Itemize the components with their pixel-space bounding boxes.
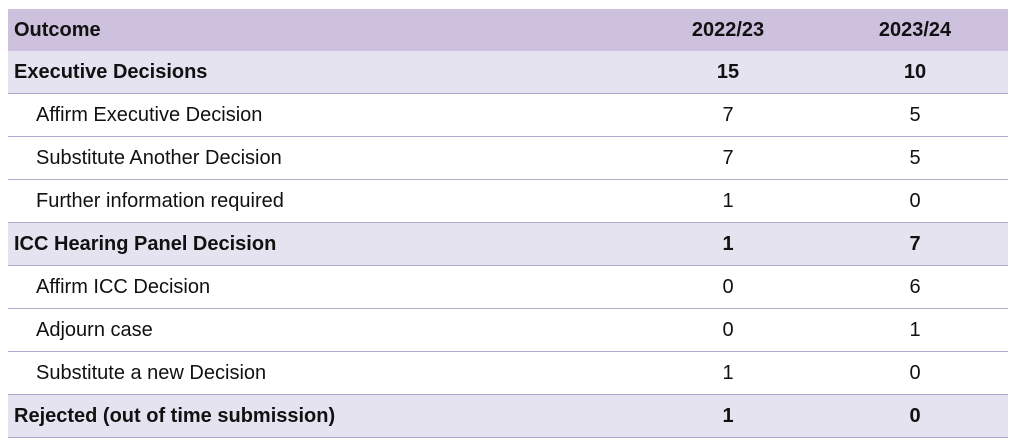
table-header-row: Outcome 2022/23 2023/24 [8, 9, 1008, 51]
row-value-2022-23: 7 [634, 93, 822, 137]
row-value-2023-24: 7 [822, 222, 1008, 266]
row-value-2022-23: 1 [634, 394, 822, 438]
row-label: Adjourn case [8, 308, 634, 352]
row-label: Affirm ICC Decision [8, 265, 634, 309]
row-value-2023-24: 5 [822, 136, 1008, 180]
table-row-further-information-required: Further information required 1 0 [8, 179, 1008, 223]
row-value-2022-23: 7 [634, 136, 822, 180]
header-2022-23: 2022/23 [691, 18, 765, 41]
row-value-2023-24: 0 [822, 179, 1008, 223]
row-value-2023-24: 5 [822, 93, 1008, 137]
header-outcome: Outcome [14, 18, 101, 41]
row-label: Further information required [8, 179, 634, 223]
outcomes-table: Outcome 2022/23 2023/24 Executive Decisi… [8, 9, 1008, 438]
table-row-substitute-another-decision: Substitute Another Decision 7 5 [8, 136, 1008, 180]
table-row-rejected-out-of-time: Rejected (out of time submission) 1 0 [8, 394, 1008, 438]
row-value-2022-23: 0 [634, 265, 822, 309]
row-label: Affirm Executive Decision [8, 93, 634, 137]
row-value-2023-24: 10 [822, 51, 1008, 94]
table-row-affirm-executive-decision: Affirm Executive Decision 7 5 [8, 93, 1008, 137]
row-value-2022-23: 1 [634, 179, 822, 223]
row-label: Substitute Another Decision [8, 136, 634, 180]
row-value-2022-23: 0 [634, 308, 822, 352]
row-label: Substitute a new Decision [8, 351, 634, 395]
row-value-2022-23: 1 [634, 351, 822, 395]
table-row-substitute-a-new-decision: Substitute a new Decision 1 0 [8, 351, 1008, 395]
row-value-2022-23: 15 [634, 51, 822, 94]
row-label: ICC Hearing Panel Decision [8, 222, 634, 266]
table-row-adjourn-case: Adjourn case 0 1 [8, 308, 1008, 352]
table-row-executive-decisions: Executive Decisions 15 10 [8, 51, 1008, 94]
row-value-2022-23: 1 [634, 222, 822, 266]
header-2023-24: 2023/24 [878, 18, 952, 41]
row-value-2023-24: 0 [822, 351, 1008, 395]
row-value-2023-24: 6 [822, 265, 1008, 309]
row-value-2023-24: 0 [822, 394, 1008, 438]
row-label: Rejected (out of time submission) [8, 394, 634, 438]
outcomes-table-container: Outcome 2022/23 2023/24 Executive Decisi… [8, 9, 1008, 438]
table-row-affirm-icc-decision: Affirm ICC Decision 0 6 [8, 265, 1008, 309]
row-value-2023-24: 1 [822, 308, 1008, 352]
table-row-icc-hearing-panel-decision: ICC Hearing Panel Decision 1 7 [8, 222, 1008, 266]
row-label: Executive Decisions [8, 51, 634, 94]
